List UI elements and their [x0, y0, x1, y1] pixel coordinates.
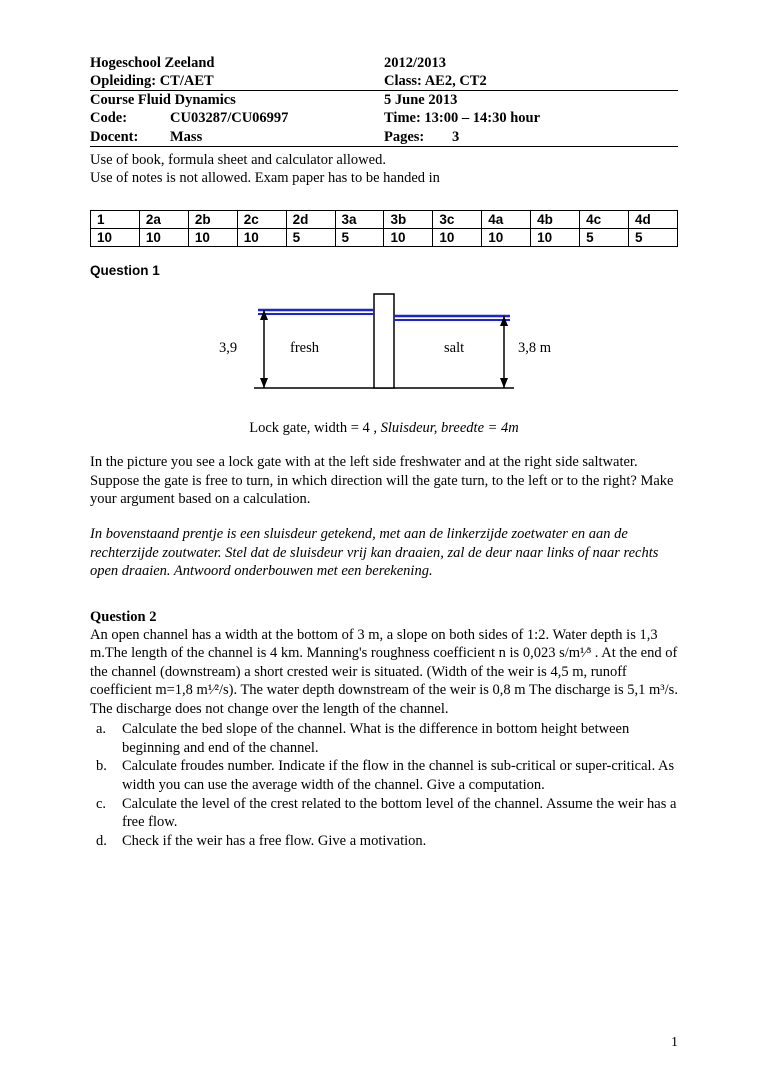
score-value: 10: [384, 229, 433, 247]
pages-label: Pages:: [384, 128, 452, 146]
academic-year: 2012/2013: [384, 54, 678, 72]
score-header: 2d: [286, 211, 335, 229]
q2-list: a.Calculate the bed slope of the channel…: [90, 720, 678, 850]
diagram-left-value: 3,9: [219, 340, 237, 357]
time-label: Time: 13:00 – 14:30 hour: [384, 109, 678, 127]
docent-row: Docent:Mass: [90, 128, 384, 146]
caption-plain: Lock gate, width = 4 ,: [249, 420, 380, 436]
note-line-2: Use of notes is not allowed. Exam paper …: [90, 169, 678, 188]
school-name: Hogeschool Zeeland: [90, 54, 384, 72]
code-value: CU03287/CU06997: [170, 110, 288, 126]
question-1-title: Question 1: [90, 263, 678, 278]
score-table: 1 2a 2b 2c 2d 3a 3b 3c 4a 4b 4c 4d 10 10…: [90, 210, 678, 247]
list-item: b.Calculate froudes number. Indicate if …: [90, 757, 678, 794]
note-line-1: Use of book, formula sheet and calculato…: [90, 151, 678, 170]
item-marker: c.: [90, 795, 122, 832]
score-header: 4d: [628, 211, 677, 229]
list-item: a.Calculate the bed slope of the channel…: [90, 720, 678, 757]
score-value: 10: [482, 229, 531, 247]
diagram-left-label: fresh: [290, 340, 319, 357]
score-header: 2a: [139, 211, 188, 229]
class-label: Class: AE2, CT2: [384, 72, 678, 90]
list-item: c.Calculate the level of the crest relat…: [90, 795, 678, 832]
exam-notes: Use of book, formula sheet and calculato…: [90, 151, 678, 189]
item-marker: b.: [90, 757, 122, 794]
q1-text-en: In the picture you see a lock gate with …: [90, 453, 678, 509]
q2-c: Calculate the level of the crest related…: [122, 795, 678, 832]
score-header: 1: [91, 211, 140, 229]
question-2-title: Question 2: [90, 609, 156, 625]
header-block: Hogeschool Zeeland 2012/2013 Opleiding: …: [90, 54, 678, 147]
page-number: 1: [671, 1035, 678, 1051]
diagram-right-value: 3,8 m: [518, 340, 551, 357]
score-header: 3a: [335, 211, 384, 229]
q1-text-nl: In bovenstaand prentje is een sluisdeur …: [90, 525, 678, 581]
q2-intro: An open channel has a width at the botto…: [90, 626, 678, 719]
opleiding: Opleiding: CT/AET: [90, 72, 384, 90]
score-header: 2b: [188, 211, 237, 229]
score-value: 5: [580, 229, 629, 247]
score-value: 5: [628, 229, 677, 247]
docent-value: Mass: [170, 129, 202, 145]
q2-d: Check if the weir has a free flow. Give …: [122, 832, 678, 851]
score-header: 4c: [580, 211, 629, 229]
score-value: 10: [237, 229, 286, 247]
code-label: Code:: [90, 109, 170, 127]
score-value: 10: [531, 229, 580, 247]
pages-row: Pages:3: [384, 128, 678, 146]
q2-a: Calculate the bed slope of the channel. …: [122, 720, 678, 757]
score-value: 10: [91, 229, 140, 247]
score-value: 10: [139, 229, 188, 247]
item-marker: d.: [90, 832, 122, 851]
page: Hogeschool Zeeland 2012/2013 Opleiding: …: [0, 0, 768, 1087]
score-value: 5: [335, 229, 384, 247]
item-marker: a.: [90, 720, 122, 757]
score-value: 10: [188, 229, 237, 247]
q2-b: Calculate froudes number. Indicate if th…: [122, 757, 678, 794]
diagram-right-label: salt: [444, 340, 464, 357]
table-row: 10 10 10 10 5 5 10 10 10 10 5 5: [91, 229, 678, 247]
score-header: 2c: [237, 211, 286, 229]
docent-label: Docent:: [90, 128, 170, 146]
course-name: Course Fluid Dynamics: [90, 91, 384, 109]
diagram-caption: Lock gate, width = 4 , Sluisdeur, breedt…: [90, 420, 678, 437]
score-value: 5: [286, 229, 335, 247]
table-row: 1 2a 2b 2c 2d 3a 3b 3c 4a 4b 4c 4d: [91, 211, 678, 229]
pages-value: 3: [452, 129, 459, 145]
exam-date: 5 June 2013: [384, 91, 678, 109]
caption-italic: Sluisdeur, breedte = 4m: [381, 420, 519, 436]
list-item: d.Check if the weir has a free flow. Giv…: [90, 832, 678, 851]
code-row: Code:CU03287/CU06997: [90, 109, 384, 127]
lock-gate-diagram: 3,9 fresh salt 3,8 m: [204, 288, 564, 418]
score-header: 3c: [433, 211, 482, 229]
score-header: 3b: [384, 211, 433, 229]
score-value: 10: [433, 229, 482, 247]
score-header: 4a: [482, 211, 531, 229]
score-header: 4b: [531, 211, 580, 229]
